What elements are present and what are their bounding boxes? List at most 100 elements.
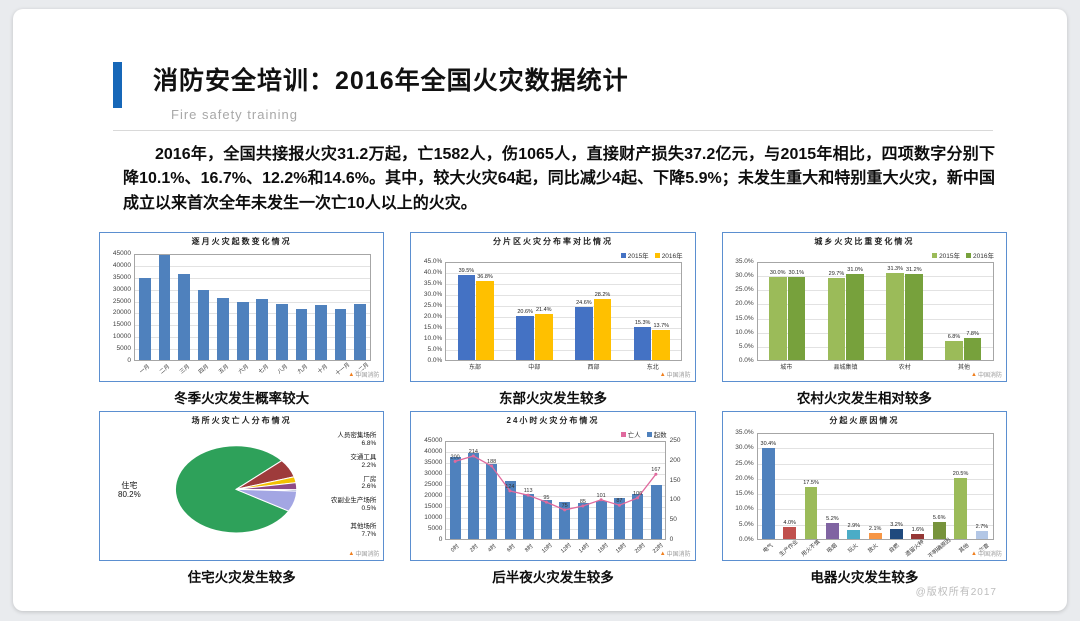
bar-wrap: 36.8%	[476, 263, 494, 360]
x-axis-tick-label: 六月	[237, 363, 250, 376]
line-marker	[618, 503, 622, 507]
chart-title: 城乡火灾比重变化情况	[814, 237, 915, 246]
bar	[575, 306, 593, 360]
bar	[652, 330, 671, 360]
gridline	[446, 306, 682, 307]
bar	[295, 308, 308, 360]
y2-axis-tick-label: 150	[669, 476, 681, 484]
y2-axis-tick-label: 100	[669, 496, 681, 504]
legend-item: 2015年	[620, 250, 649, 260]
line-value-label: 113	[524, 488, 533, 494]
legend: 亡人 起数	[620, 429, 667, 439]
bar-slot	[292, 255, 312, 360]
x-axis-tick-label: 东部	[468, 365, 481, 371]
chart-caption: 后半夜火灾发生较多	[492, 570, 614, 585]
gridline	[446, 339, 682, 340]
chart-canvas-urban-rural: 30.0% 30.1% 29.7% 31.0% 31.3% 31.2% 6.8% 7.8% 0.…	[727, 248, 1002, 376]
bar	[468, 452, 480, 539]
watermark-label: 中国消防	[977, 373, 1002, 379]
bar	[945, 341, 963, 360]
bar-slot: 2.9%	[843, 434, 864, 539]
gridline	[757, 346, 993, 348]
gridline	[446, 452, 666, 453]
bar	[334, 308, 347, 360]
bar-slot	[501, 442, 519, 539]
watermark-label: 中国消防	[666, 552, 691, 558]
deaths-line-chart: 200 214 188 124 113 95 75 85 101 87 106 167	[451, 449, 661, 512]
bar-slot	[350, 255, 370, 360]
bar	[178, 273, 190, 360]
bar-slot	[155, 255, 175, 360]
gridline	[446, 328, 682, 329]
legend-item: 2016年	[966, 250, 994, 260]
bar-slot	[194, 255, 214, 360]
gridline	[135, 277, 370, 279]
legend-swatch	[932, 252, 938, 258]
flame-icon: ▲	[348, 550, 355, 557]
line-value-label: 85	[580, 499, 586, 505]
x-axis-tick-label: 6时	[505, 543, 517, 554]
x-axis-tick-label: 其他	[958, 365, 971, 371]
x-axis-tick-label: 18时	[615, 542, 628, 555]
bar-group: 29.7% 31.0%	[816, 263, 875, 360]
gridline	[757, 478, 993, 480]
bar	[354, 304, 367, 360]
y-axis-tick-label: 35.0%	[423, 280, 443, 287]
chart-caption: 冬季火灾发生概率较大	[174, 391, 310, 406]
x-axis-tick-label: 十月	[316, 363, 329, 376]
slide: 消防安全培训：2016年全国火灾数据统计 Fire safety trainin…	[13, 9, 1067, 611]
pie-slice-label: 交通工具 2.2%	[350, 454, 376, 470]
y-axis-tick-label: 20.0%	[735, 300, 754, 308]
pie-slice-value: 0.5%	[361, 505, 377, 513]
line-value-label: 75	[562, 503, 568, 509]
x-axis-tick-label: 农村	[898, 365, 911, 371]
bar-slot: 30.4%	[758, 434, 779, 539]
bar-group: 24.6% 28.2%	[564, 263, 623, 360]
y-axis-tick-label: 40.0%	[423, 269, 443, 276]
bar-value-label: 36.8%	[477, 273, 493, 280]
bar	[761, 447, 775, 539]
chart-box-region-compare: 分片区火灾分布率对比情况 39.5% 36.8% 20.6% 21.4% 24.6% 28…	[410, 232, 696, 382]
bar-value-label: 2.7%	[975, 523, 989, 530]
pie-slice-name: 交通工具	[350, 453, 377, 461]
bar-value-label: 13.7%	[653, 323, 670, 330]
legend-item: 起数	[646, 429, 667, 439]
y-axis-tick-label: 40000	[424, 448, 443, 455]
y-axis-tick-label: 15000	[112, 321, 131, 329]
bar	[633, 327, 652, 360]
bar-value-label: 28.2%	[594, 292, 611, 299]
line-value-label: 214	[469, 449, 478, 455]
bar	[954, 477, 967, 539]
x-axis-labels: 城市 县城集镇 农村 其他	[757, 362, 994, 376]
legend-label: 2015年	[939, 253, 961, 260]
bar-slot: 20.5%	[950, 434, 971, 539]
gridline	[757, 494, 993, 496]
gridline	[757, 276, 993, 278]
chart-canvas-fire-causes: 30.4% 4.0% 17.5% 5.2% 2.9% 2.1% 3.2% 1.6% 5.6% 20…	[727, 427, 1002, 560]
title-accent-bar	[113, 62, 122, 108]
line-value-label: 101	[597, 493, 606, 499]
y-axis-tick-label: 20000	[112, 309, 131, 317]
chart-caption: 住宅火灾发生较多	[187, 570, 296, 585]
y-axis-tick-label: 25.0%	[735, 286, 754, 294]
x-axis-labels: 电气生产作业用火不慎吸烟玩火放火自燃遗留火种不明确原因其他在查	[757, 537, 994, 559]
bar	[886, 273, 905, 360]
flame-icon: ▲	[659, 550, 666, 557]
chart-title: 场所火灾亡人分布情况	[191, 416, 292, 425]
bar	[559, 502, 571, 539]
bar	[650, 485, 662, 539]
bar-value-label: 2.9%	[847, 523, 861, 530]
y-axis-tick-label: 0.0%	[738, 357, 754, 364]
line-marker	[545, 500, 549, 504]
gridline	[757, 318, 993, 320]
line-marker	[581, 504, 585, 508]
chart-canvas-death-location-pie: 住宅 80.2% 人员密集场所 6.8% 交通工具 2.2% 厂房 2.6% 农副业生产场所 0.…	[104, 427, 379, 555]
line-marker	[508, 489, 512, 493]
bar-group: 20.6% 21.4%	[505, 263, 564, 360]
chart-caption: 东部火灾发生较多	[498, 391, 607, 406]
bar	[595, 501, 607, 539]
x-axis-labels: 一月二月三月四月五月六月七月八月九月十月十一月十二月	[134, 362, 371, 377]
bar-wrap: 7.8%	[963, 263, 982, 360]
bar	[522, 493, 534, 539]
bar	[593, 299, 612, 360]
